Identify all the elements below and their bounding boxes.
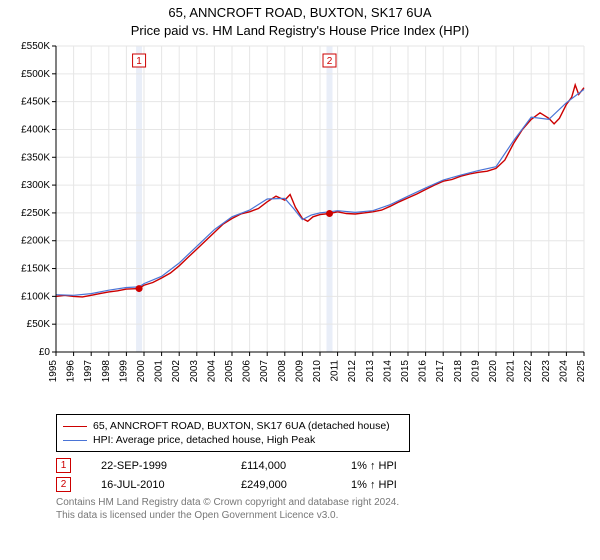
- svg-text:2013: 2013: [365, 360, 376, 383]
- svg-text:2016: 2016: [418, 360, 429, 383]
- svg-text:2002: 2002: [171, 360, 182, 383]
- svg-text:1999: 1999: [118, 360, 129, 383]
- chart-title-line1: 65, ANNCROFT ROAD, BUXTON, SK17 6UA: [0, 4, 600, 22]
- footnote: Contains HM Land Registry data © Crown c…: [56, 496, 600, 522]
- event-hpi: 1% ↑ HPI: [351, 460, 431, 472]
- svg-text:2014: 2014: [382, 360, 393, 383]
- svg-text:2017: 2017: [435, 360, 446, 383]
- svg-text:1996: 1996: [66, 360, 77, 383]
- chart-title-line2: Price paid vs. HM Land Registry's House …: [0, 22, 600, 40]
- svg-text:1: 1: [136, 56, 142, 67]
- event-marker-icon: 2: [56, 477, 71, 492]
- svg-text:2012: 2012: [347, 360, 358, 383]
- legend-label: HPI: Average price, detached house, High…: [93, 434, 315, 446]
- legend-item: 65, ANNCROFT ROAD, BUXTON, SK17 6UA (det…: [63, 419, 403, 433]
- svg-text:£450K: £450K: [21, 97, 50, 108]
- legend-swatch-icon: [63, 440, 87, 441]
- footnote-line1: Contains HM Land Registry data © Crown c…: [56, 496, 600, 509]
- svg-text:2021: 2021: [506, 360, 517, 383]
- event-hpi: 1% ↑ HPI: [351, 479, 431, 491]
- svg-text:2018: 2018: [453, 360, 464, 383]
- svg-text:2022: 2022: [523, 360, 534, 383]
- event-row: 1 22-SEP-1999 £114,000 1% ↑ HPI: [56, 458, 600, 473]
- svg-text:£250K: £250K: [21, 208, 50, 219]
- svg-text:2008: 2008: [277, 360, 288, 383]
- legend: 65, ANNCROFT ROAD, BUXTON, SK17 6UA (det…: [56, 414, 410, 452]
- event-price: £114,000: [241, 460, 321, 472]
- svg-text:2019: 2019: [470, 360, 481, 383]
- svg-text:2020: 2020: [488, 360, 499, 383]
- svg-text:2005: 2005: [224, 360, 235, 383]
- svg-text:£500K: £500K: [21, 69, 50, 80]
- svg-text:2003: 2003: [189, 360, 200, 383]
- svg-text:£150K: £150K: [21, 264, 50, 275]
- svg-text:2010: 2010: [312, 360, 323, 383]
- svg-text:2025: 2025: [576, 360, 587, 383]
- svg-text:2007: 2007: [259, 360, 270, 383]
- event-price: £249,000: [241, 479, 321, 491]
- svg-text:1997: 1997: [83, 360, 94, 383]
- svg-text:£200K: £200K: [21, 236, 50, 247]
- svg-text:2004: 2004: [206, 360, 217, 383]
- event-marker-icon: 1: [56, 458, 71, 473]
- svg-text:2006: 2006: [242, 360, 253, 383]
- footnote-line2: This data is licensed under the Open Gov…: [56, 509, 600, 522]
- svg-text:1998: 1998: [101, 360, 112, 383]
- svg-text:2011: 2011: [330, 360, 341, 382]
- svg-text:1995: 1995: [48, 360, 59, 383]
- legend-item: HPI: Average price, detached house, High…: [63, 433, 403, 447]
- svg-text:2: 2: [327, 56, 333, 67]
- svg-text:£350K: £350K: [21, 152, 50, 163]
- svg-text:£100K: £100K: [21, 291, 50, 302]
- legend-swatch-icon: [63, 426, 87, 427]
- svg-text:2023: 2023: [541, 360, 552, 383]
- price-chart: £0 £50K £100K £150K £200K £250K £300K £350K £400…: [0, 40, 600, 410]
- svg-text:2015: 2015: [400, 360, 411, 383]
- chart-title-block: 65, ANNCROFT ROAD, BUXTON, SK17 6UA Pric…: [0, 0, 600, 40]
- svg-text:£0: £0: [39, 347, 51, 358]
- svg-text:2024: 2024: [558, 360, 569, 383]
- svg-text:2000: 2000: [136, 360, 147, 383]
- event-row: 2 16-JUL-2010 £249,000 1% ↑ HPI: [56, 477, 600, 492]
- svg-text:£50K: £50K: [27, 319, 51, 330]
- svg-text:£400K: £400K: [21, 124, 50, 135]
- event-date: 16-JUL-2010: [101, 479, 211, 491]
- svg-text:2001: 2001: [154, 360, 165, 383]
- svg-text:2009: 2009: [294, 360, 305, 383]
- sale-events: 1 22-SEP-1999 £114,000 1% ↑ HPI 2 16-JUL…: [56, 458, 600, 492]
- legend-label: 65, ANNCROFT ROAD, BUXTON, SK17 6UA (det…: [93, 420, 390, 432]
- svg-text:£550K: £550K: [21, 41, 50, 52]
- svg-text:£300K: £300K: [21, 180, 50, 191]
- event-date: 22-SEP-1999: [101, 460, 211, 472]
